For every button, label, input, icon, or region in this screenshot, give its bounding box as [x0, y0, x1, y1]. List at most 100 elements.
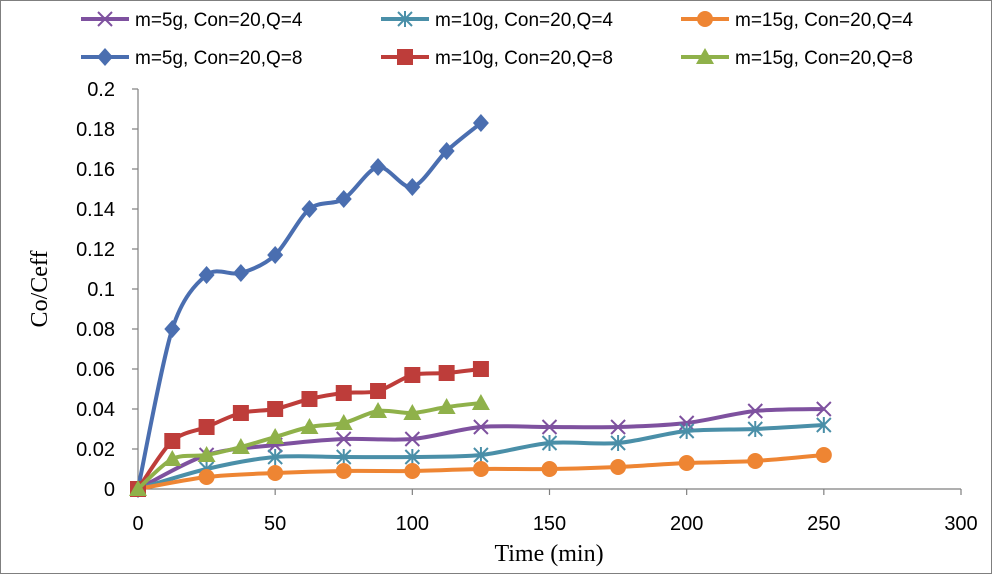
data-point [678, 423, 695, 439]
y-tick-label: 0.18 [76, 119, 115, 141]
data-point [231, 438, 250, 454]
data-point [336, 431, 352, 447]
data-point [610, 459, 627, 475]
data-point [164, 320, 181, 338]
data-point [266, 428, 285, 444]
x-tick-label: 300 [944, 513, 977, 535]
data-point [232, 405, 249, 421]
y-tick-label: 0.08 [76, 319, 115, 341]
axes: 00.020.040.060.080.10.120.140.160.180.2 … [76, 79, 978, 535]
legend-label: m=15g, Con=20,Q=4 [735, 10, 913, 31]
data-point [438, 142, 455, 160]
data-point [437, 398, 456, 414]
data-point [472, 114, 489, 132]
series-line [136, 121, 483, 490]
x-tick-label: 200 [670, 513, 703, 535]
x-tick-label: 0 [132, 513, 143, 535]
y-tick-label: 0.16 [76, 159, 115, 181]
legend: m=5g, Con=20,Q=4 m=10g, Con=20,Q=4 m=15g, … [81, 10, 913, 69]
data-point [267, 401, 284, 417]
data-point [610, 435, 626, 451]
data-point [300, 418, 319, 434]
data-point [301, 391, 318, 407]
legend-item: m=15g, Con=20,Q=4 [681, 10, 913, 31]
data-point [403, 404, 422, 420]
data-point [164, 433, 181, 449]
data-point [336, 449, 352, 465]
data-point [335, 385, 352, 401]
data-point [747, 421, 763, 437]
y-tick-label: 0.14 [76, 199, 115, 221]
data-point [370, 383, 387, 399]
legend-item: m=5g, Con=20,Q=8 [81, 48, 302, 69]
data-point [747, 403, 763, 419]
data-point [610, 419, 626, 435]
data-point [471, 394, 490, 410]
data-point [404, 431, 421, 447]
legend-marker [97, 11, 113, 27]
data-point [815, 447, 832, 463]
data-point [472, 361, 489, 377]
x-tick-label: 50 [264, 513, 286, 535]
y-tick-label: 0.1 [87, 279, 115, 301]
y-tick-label: 0.02 [76, 439, 115, 461]
data-point [678, 455, 695, 471]
data-point [335, 463, 352, 479]
x-ticks: 0 50 100 150 200 250 300 [132, 489, 978, 535]
data-point [472, 461, 489, 477]
data-point [267, 246, 284, 264]
legend-marker [397, 49, 413, 65]
series-6 [129, 394, 490, 496]
data-point [404, 463, 421, 479]
data-point [129, 480, 147, 496]
y-tick-label: 0.12 [76, 239, 115, 261]
data-point [816, 417, 832, 433]
y-tick-label: 0 [104, 479, 115, 501]
legend-item: m=10g, Con=20,Q=4 [381, 10, 613, 31]
legend-label: m=5g, Con=20,Q=4 [135, 10, 303, 31]
data-point [404, 449, 421, 465]
data-point [267, 465, 284, 481]
y-tick-label: 0.06 [76, 359, 115, 381]
data-point [473, 419, 489, 435]
data-point [267, 449, 283, 465]
data-point [335, 190, 352, 208]
legend-marker [697, 11, 713, 27]
data-point [404, 367, 421, 383]
legend-label: m=10g, Con=20,Q=8 [435, 48, 613, 69]
data-point [198, 419, 215, 435]
data-point [541, 435, 558, 451]
data-point [473, 447, 489, 463]
series-3 [130, 447, 832, 497]
legend-marker [397, 11, 413, 27]
x-axis-title: Time (min) [494, 541, 603, 567]
legend-item: m=5g, Con=20,Q=4 [81, 10, 303, 31]
x-tick-label: 100 [396, 513, 429, 535]
y-ticks: 0 0.02 0.04 0.06 0.08 0.1 0.12 0.14 0.16 0.18 0.2 [76, 79, 138, 501]
data-point [197, 446, 216, 462]
data-point [541, 419, 558, 435]
data-point [541, 461, 558, 477]
data-point [198, 469, 215, 485]
legend-item: m=10g, Con=20,Q=8 [381, 48, 613, 69]
data-point [370, 158, 387, 176]
legend-label: m=10g, Con=20,Q=4 [435, 10, 613, 31]
data-point [438, 365, 455, 381]
legend-label: m=15g, Con=20,Q=8 [735, 48, 913, 69]
x-tick-label: 250 [807, 513, 840, 535]
data-point [816, 401, 832, 417]
series-layer [129, 114, 832, 498]
y-tick-label: 0.2 [87, 79, 115, 101]
data-point [747, 453, 764, 469]
series-5 [130, 361, 489, 497]
legend-label: m=5g, Con=20,Q=8 [135, 48, 302, 69]
x-tick-label: 150 [533, 513, 566, 535]
legend-item: m=15g, Con=20,Q=8 [681, 48, 913, 69]
data-point [369, 402, 388, 418]
data-point [301, 200, 318, 218]
data-point [198, 266, 215, 284]
data-point [334, 414, 353, 430]
y-axis-title: Co/Ceff [27, 251, 53, 328]
